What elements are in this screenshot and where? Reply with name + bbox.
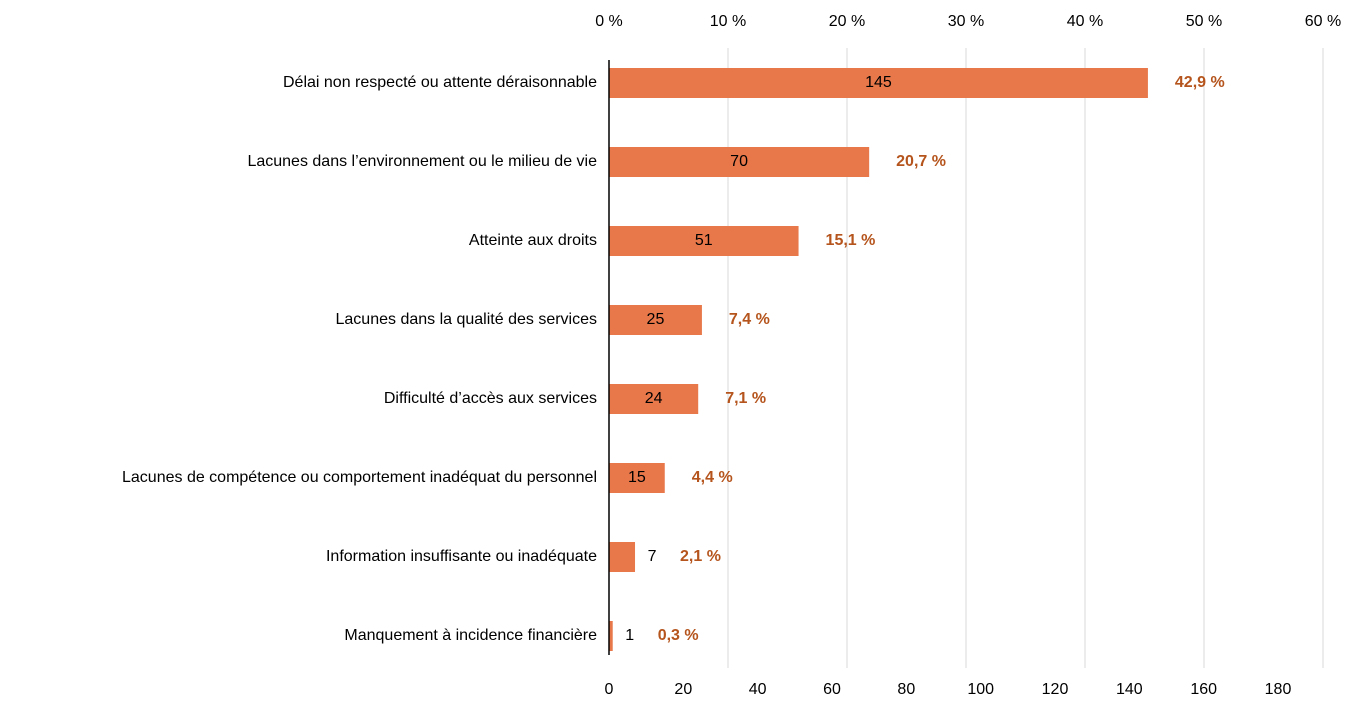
x-tick-label: 180 — [1265, 681, 1292, 698]
percent-label: 4,4 % — [692, 469, 733, 486]
value-label: 15 — [628, 469, 646, 486]
x2-tick-label: 30 % — [948, 13, 984, 30]
bar — [609, 147, 870, 177]
percent-label: 2,1 % — [680, 548, 721, 565]
percent-label: 7,4 % — [729, 311, 770, 328]
x-tick-label: 100 — [967, 681, 994, 698]
percent-label: 0,3 % — [658, 627, 699, 644]
x2-tick-label: 0 % — [595, 13, 623, 30]
x2-tick-label: 60 % — [1305, 13, 1341, 30]
percent-label: 7,1 % — [725, 390, 766, 407]
x2-tick-label: 20 % — [829, 13, 865, 30]
category-label: Délai non respecté ou attente déraisonna… — [283, 74, 597, 91]
percent-label: 15,1 % — [826, 232, 876, 249]
x-tick-label: 160 — [1190, 681, 1217, 698]
value-label: 145 — [865, 74, 892, 91]
bar — [609, 305, 702, 335]
category-label: Lacunes dans la qualité des services — [336, 311, 598, 328]
x-tick-label: 20 — [674, 681, 692, 698]
bar — [609, 621, 613, 651]
x-tick-label: 0 — [605, 681, 614, 698]
value-label: 51 — [695, 232, 713, 249]
x-tick-label: 80 — [897, 681, 915, 698]
x-tick-label: 140 — [1116, 681, 1143, 698]
value-label: 1 — [625, 627, 634, 644]
category-label: Manquement à incidence financière — [344, 627, 597, 644]
percent-label: 20,7 % — [896, 153, 946, 170]
value-label: 7 — [648, 548, 657, 565]
value-label: 25 — [647, 311, 665, 328]
bar — [609, 542, 636, 572]
value-label: 70 — [730, 153, 748, 170]
x-tick-label: 60 — [823, 681, 841, 698]
x2-tick-label: 50 % — [1186, 13, 1222, 30]
category-label: Information insuffisante ou inadéquate — [326, 548, 597, 565]
category-label: Lacunes dans l’environnement ou le milie… — [247, 153, 597, 170]
category-label: Difficulté d’accès aux services — [384, 390, 597, 407]
x-tick-label: 40 — [749, 681, 767, 698]
bar — [609, 463, 665, 493]
x-tick-label: 120 — [1042, 681, 1069, 698]
value-label: 24 — [645, 390, 663, 407]
x2-tick-label: 10 % — [710, 13, 746, 30]
bar — [609, 226, 799, 256]
x2-tick-label: 40 % — [1067, 13, 1103, 30]
category-label: Atteinte aux droits — [469, 232, 597, 249]
bar — [609, 384, 699, 414]
bar — [609, 68, 1148, 98]
category-label: Lacunes de compétence ou comportement in… — [122, 469, 597, 486]
percent-label: 42,9 % — [1175, 74, 1225, 91]
